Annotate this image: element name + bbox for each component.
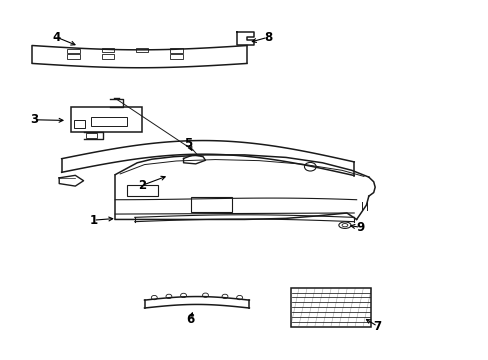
Ellipse shape bbox=[338, 222, 350, 228]
Bar bbox=[67, 54, 80, 59]
Bar bbox=[102, 48, 114, 52]
Bar bbox=[74, 120, 84, 128]
Bar bbox=[169, 48, 182, 53]
Text: 7: 7 bbox=[373, 320, 381, 333]
Text: 1: 1 bbox=[89, 214, 97, 227]
Circle shape bbox=[165, 294, 171, 298]
Text: 8: 8 bbox=[263, 31, 271, 44]
Bar bbox=[91, 117, 127, 126]
Circle shape bbox=[180, 293, 186, 298]
Circle shape bbox=[222, 294, 227, 298]
Bar bbox=[102, 54, 114, 59]
Ellipse shape bbox=[341, 224, 347, 227]
Bar bbox=[127, 185, 158, 196]
Text: 4: 4 bbox=[53, 31, 61, 44]
Bar bbox=[67, 49, 80, 53]
Bar bbox=[71, 107, 142, 132]
Bar bbox=[136, 48, 148, 52]
Circle shape bbox=[304, 162, 316, 171]
Circle shape bbox=[236, 296, 242, 300]
Bar bbox=[290, 288, 370, 327]
Text: 5: 5 bbox=[183, 136, 192, 149]
Circle shape bbox=[151, 296, 157, 300]
Circle shape bbox=[202, 293, 208, 297]
Bar bbox=[86, 133, 97, 138]
Text: 9: 9 bbox=[356, 221, 364, 234]
Bar bbox=[190, 197, 232, 212]
Text: 2: 2 bbox=[138, 179, 146, 192]
Text: 6: 6 bbox=[185, 313, 194, 327]
Bar bbox=[169, 54, 182, 59]
Text: 3: 3 bbox=[30, 113, 38, 126]
